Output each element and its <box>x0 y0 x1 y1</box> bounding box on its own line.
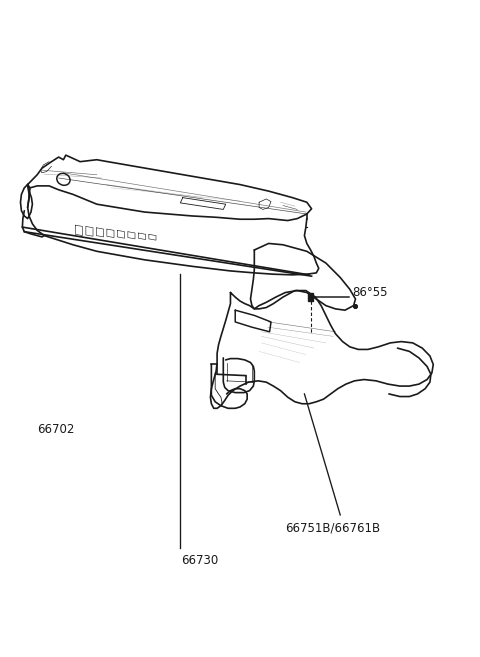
Text: 86°55: 86°55 <box>352 286 388 299</box>
Bar <box>308 293 313 301</box>
Text: 66730: 66730 <box>181 555 218 567</box>
Text: 66751B/66761B: 66751B/66761B <box>286 522 381 535</box>
Text: 66702: 66702 <box>37 423 75 436</box>
